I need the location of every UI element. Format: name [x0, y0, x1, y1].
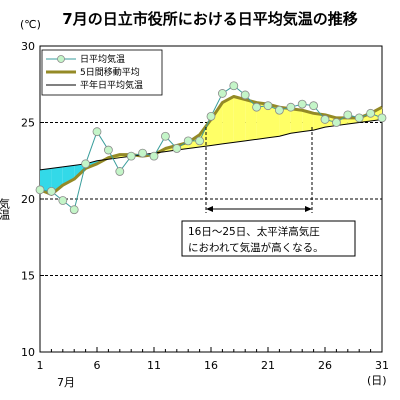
x-tick-label-1: 1: [37, 359, 44, 372]
x-tick-label-31: 31: [375, 359, 389, 372]
x-axis-unit: (日): [367, 374, 387, 387]
data-point-day-8: [115, 167, 125, 176]
data-point-day-1: [35, 185, 45, 195]
fill-segment-24: [302, 110, 314, 132]
data-markers: [35, 81, 387, 215]
fill-segment-16: [211, 102, 223, 146]
data-point-day-17: [217, 89, 227, 98]
y-axis-unit: (℃): [20, 18, 41, 31]
data-point-day-19: [240, 90, 250, 100]
x-tick-label-11: 11: [147, 359, 161, 372]
data-point-day-3: [58, 196, 68, 205]
chart-title: 7月の日立市役所における日平均気温の推移: [62, 10, 357, 28]
x-tick-label-6: 6: [94, 359, 101, 372]
data-point-day-21: [263, 101, 273, 111]
legend-label-daily: 日平均気温: [80, 53, 125, 65]
data-point-day-15: [195, 136, 205, 146]
legend-label-normal: 平年日平均気温: [80, 79, 143, 91]
x-tick-label-21: 21: [261, 359, 275, 372]
annotation-arrow-head-left: [206, 206, 213, 212]
y-tick-label-15: 15: [21, 270, 35, 283]
fill-segment-17: [222, 96, 234, 144]
legend: 日平均気温 5日間移動平均 平年日平均気温: [41, 49, 163, 96]
data-point-day-28: [343, 110, 353, 120]
fill-segment-22: [279, 107, 291, 137]
annotation-box: [181, 220, 356, 257]
data-point-day-25: [309, 101, 319, 111]
y-tick-label-25: 25: [21, 117, 35, 130]
fill-segment-23: [290, 108, 303, 134]
fill-segment-18: [233, 96, 246, 143]
data-point-day-31: [377, 113, 387, 123]
y-axis-label: 気温: [0, 197, 11, 220]
annotation-line-1: 16日～25日、太平洋高気圧: [188, 225, 320, 238]
data-point-day-5: [81, 159, 90, 169]
data-point-day-4: [69, 205, 79, 215]
fill-segment-20: [256, 102, 268, 140]
data-point-day-2: [47, 186, 56, 196]
data-point-day-6: [92, 127, 102, 137]
x-axis-month-label: 7月: [57, 376, 75, 389]
data-point-day-30: [366, 108, 376, 118]
data-point-day-10: [138, 148, 148, 158]
x-tick-label-16: 16: [204, 359, 218, 372]
y-tick-label-20: 20: [21, 193, 35, 206]
data-point-day-12: [160, 131, 170, 141]
data-point-day-23: [286, 102, 296, 112]
data-point-day-13: [172, 144, 182, 153]
legend-marker-daily: [57, 55, 65, 63]
annotation: 16日～25日、太平洋高気圧 におわれて気温が高くなる。: [181, 127, 356, 257]
annotation-arrow-head-right: [305, 206, 312, 212]
y-tick-label-30: 30: [21, 40, 35, 53]
data-point-day-27: [331, 118, 341, 127]
data-point-day-9: [126, 151, 136, 161]
y-tick-label-10: 10: [21, 346, 35, 359]
data-point-day-20: [252, 102, 262, 112]
legend-label-moving-average: 5日間移動平均: [80, 66, 140, 78]
data-point-day-26: [320, 115, 330, 124]
data-point-day-24: [297, 99, 307, 109]
data-point-day-22: [274, 105, 284, 115]
series-line-normal: [39, 118, 383, 171]
data-point-day-16: [206, 111, 216, 121]
data-point-day-11: [149, 151, 159, 161]
x-tick-label-26: 26: [318, 359, 332, 372]
annotation-line-2: におわれて気温が高くなる。: [188, 241, 324, 254]
data-point-day-7: [104, 145, 113, 155]
data-point-day-18: [229, 81, 239, 91]
data-point-day-14: [183, 136, 193, 146]
data-point-day-29: [354, 113, 364, 123]
